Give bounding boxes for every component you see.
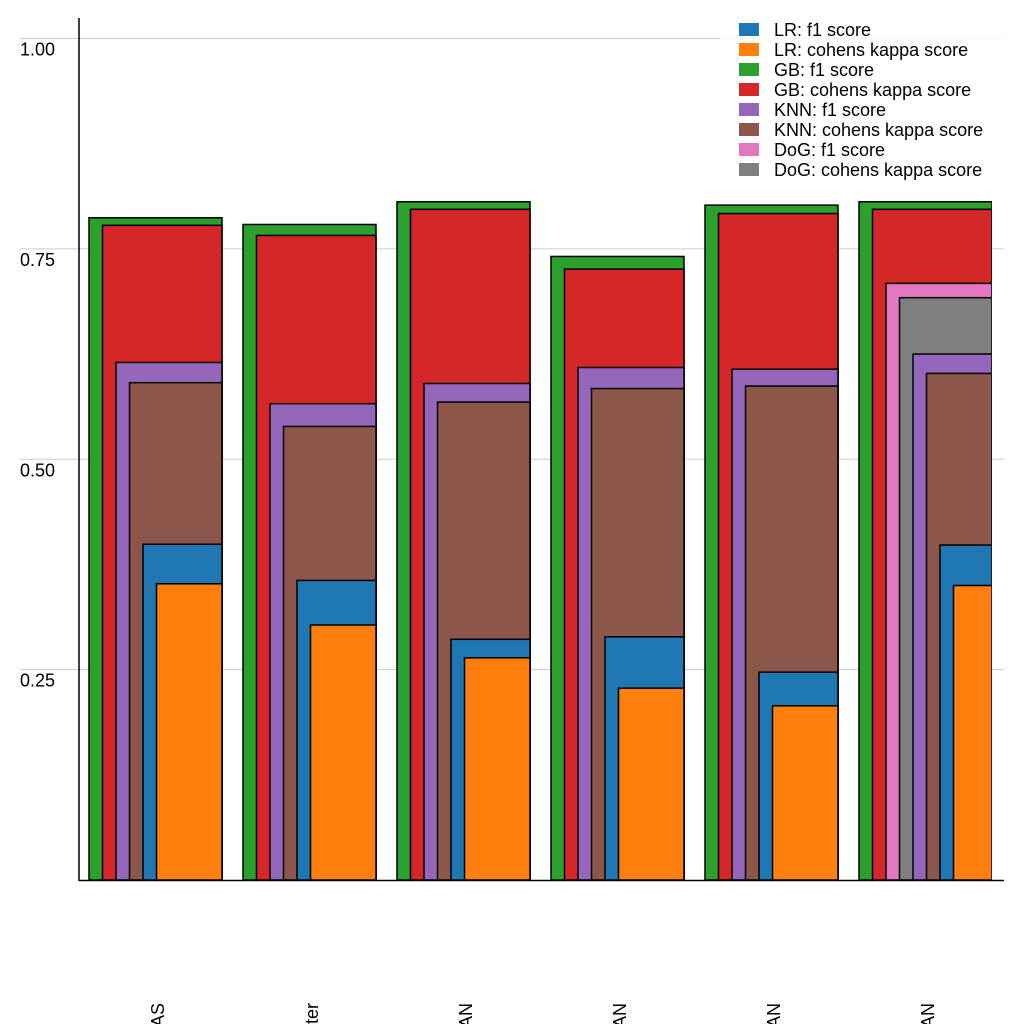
x-tick-label: ctGAN — [610, 1003, 630, 1024]
legend-swatch — [739, 163, 759, 176]
legend-item-dog-f1-score: DoG: f1 score — [739, 140, 885, 160]
y-tick-label: 1.00 — [20, 40, 55, 60]
bar-group-ctab-gan — [704, 204, 839, 881]
legend-swatch — [739, 103, 759, 116]
legend-label: KNN: f1 score — [774, 100, 886, 120]
gridlines — [20, 38, 1004, 671]
y-tick-label: 0.75 — [20, 250, 55, 270]
legend-swatch — [739, 43, 759, 56]
legend-label: KNN: cohens kappa score — [774, 120, 983, 140]
legend-label: GB: f1 score — [774, 60, 874, 80]
legend-label: DoG: cohens kappa score — [774, 160, 982, 180]
legend-item-knn-cohens-kappa-score: KNN: cohens kappa score — [739, 120, 983, 140]
y-tick-label: 0.25 — [20, 671, 55, 691]
legend-swatch — [739, 23, 759, 36]
bar-group-prowras — [88, 216, 223, 881]
x-tick-labels: ProWRAS Repeater GAN ctGAN CTAB-GAN convGAN — [148, 1003, 938, 1024]
bar-group-ctgan — [550, 255, 685, 881]
bar-repeater-lr-cohens-kappa-score — [309, 624, 377, 881]
legend-item-knn-f1-score: KNN: f1 score — [739, 100, 886, 120]
y-tick-label: 0.50 — [20, 460, 55, 480]
bar-convgan-lr-cohens-kappa-score — [952, 584, 992, 881]
legend-background — [720, 16, 1010, 186]
legend-swatch — [739, 63, 759, 76]
bar-group-convgan — [858, 201, 992, 881]
x-tick-label: CTAB-GAN — [764, 1003, 784, 1024]
legend-label: GB: cohens kappa score — [774, 80, 971, 100]
legend-item-lr-f1-score: LR: f1 score — [739, 20, 871, 40]
legend-label: DoG: f1 score — [774, 140, 885, 160]
legend-item-gb-cohens-kappa-score: GB: cohens kappa score — [739, 80, 971, 100]
bars — [88, 201, 992, 881]
legend-swatch — [739, 123, 759, 136]
legend-swatch — [739, 83, 759, 96]
x-tick-label: GAN — [456, 1003, 476, 1024]
legend-swatch — [739, 143, 759, 156]
bar-group-repeater — [242, 223, 377, 881]
axes — [78, 18, 1004, 882]
legend-label: LR: cohens kappa score — [774, 40, 968, 60]
bar-ctab-gan-lr-cohens-kappa-score — [771, 705, 839, 881]
legend-label: LR: f1 score — [774, 20, 871, 40]
x-tick-label: Repeater — [302, 1003, 322, 1024]
bar-prowras-lr-cohens-kappa-score — [155, 583, 223, 881]
x-tick-label: ProWRAS — [148, 1003, 168, 1024]
bar-gan-lr-cohens-kappa-score — [463, 657, 531, 881]
y-tick-labels: 0.25 0.50 0.75 1.00 — [20, 40, 55, 691]
legend-item-lr-cohens-kappa-score: LR: cohens kappa score — [739, 40, 968, 60]
legend-item-dog-cohens-kappa-score: DoG: cohens kappa score — [739, 160, 982, 180]
legend-item-gb-f1-score: GB: f1 score — [739, 60, 874, 80]
bar-ctgan-lr-cohens-kappa-score — [617, 687, 685, 881]
bar-group-gan — [396, 201, 531, 881]
x-tick-label: convGAN — [918, 1003, 938, 1024]
